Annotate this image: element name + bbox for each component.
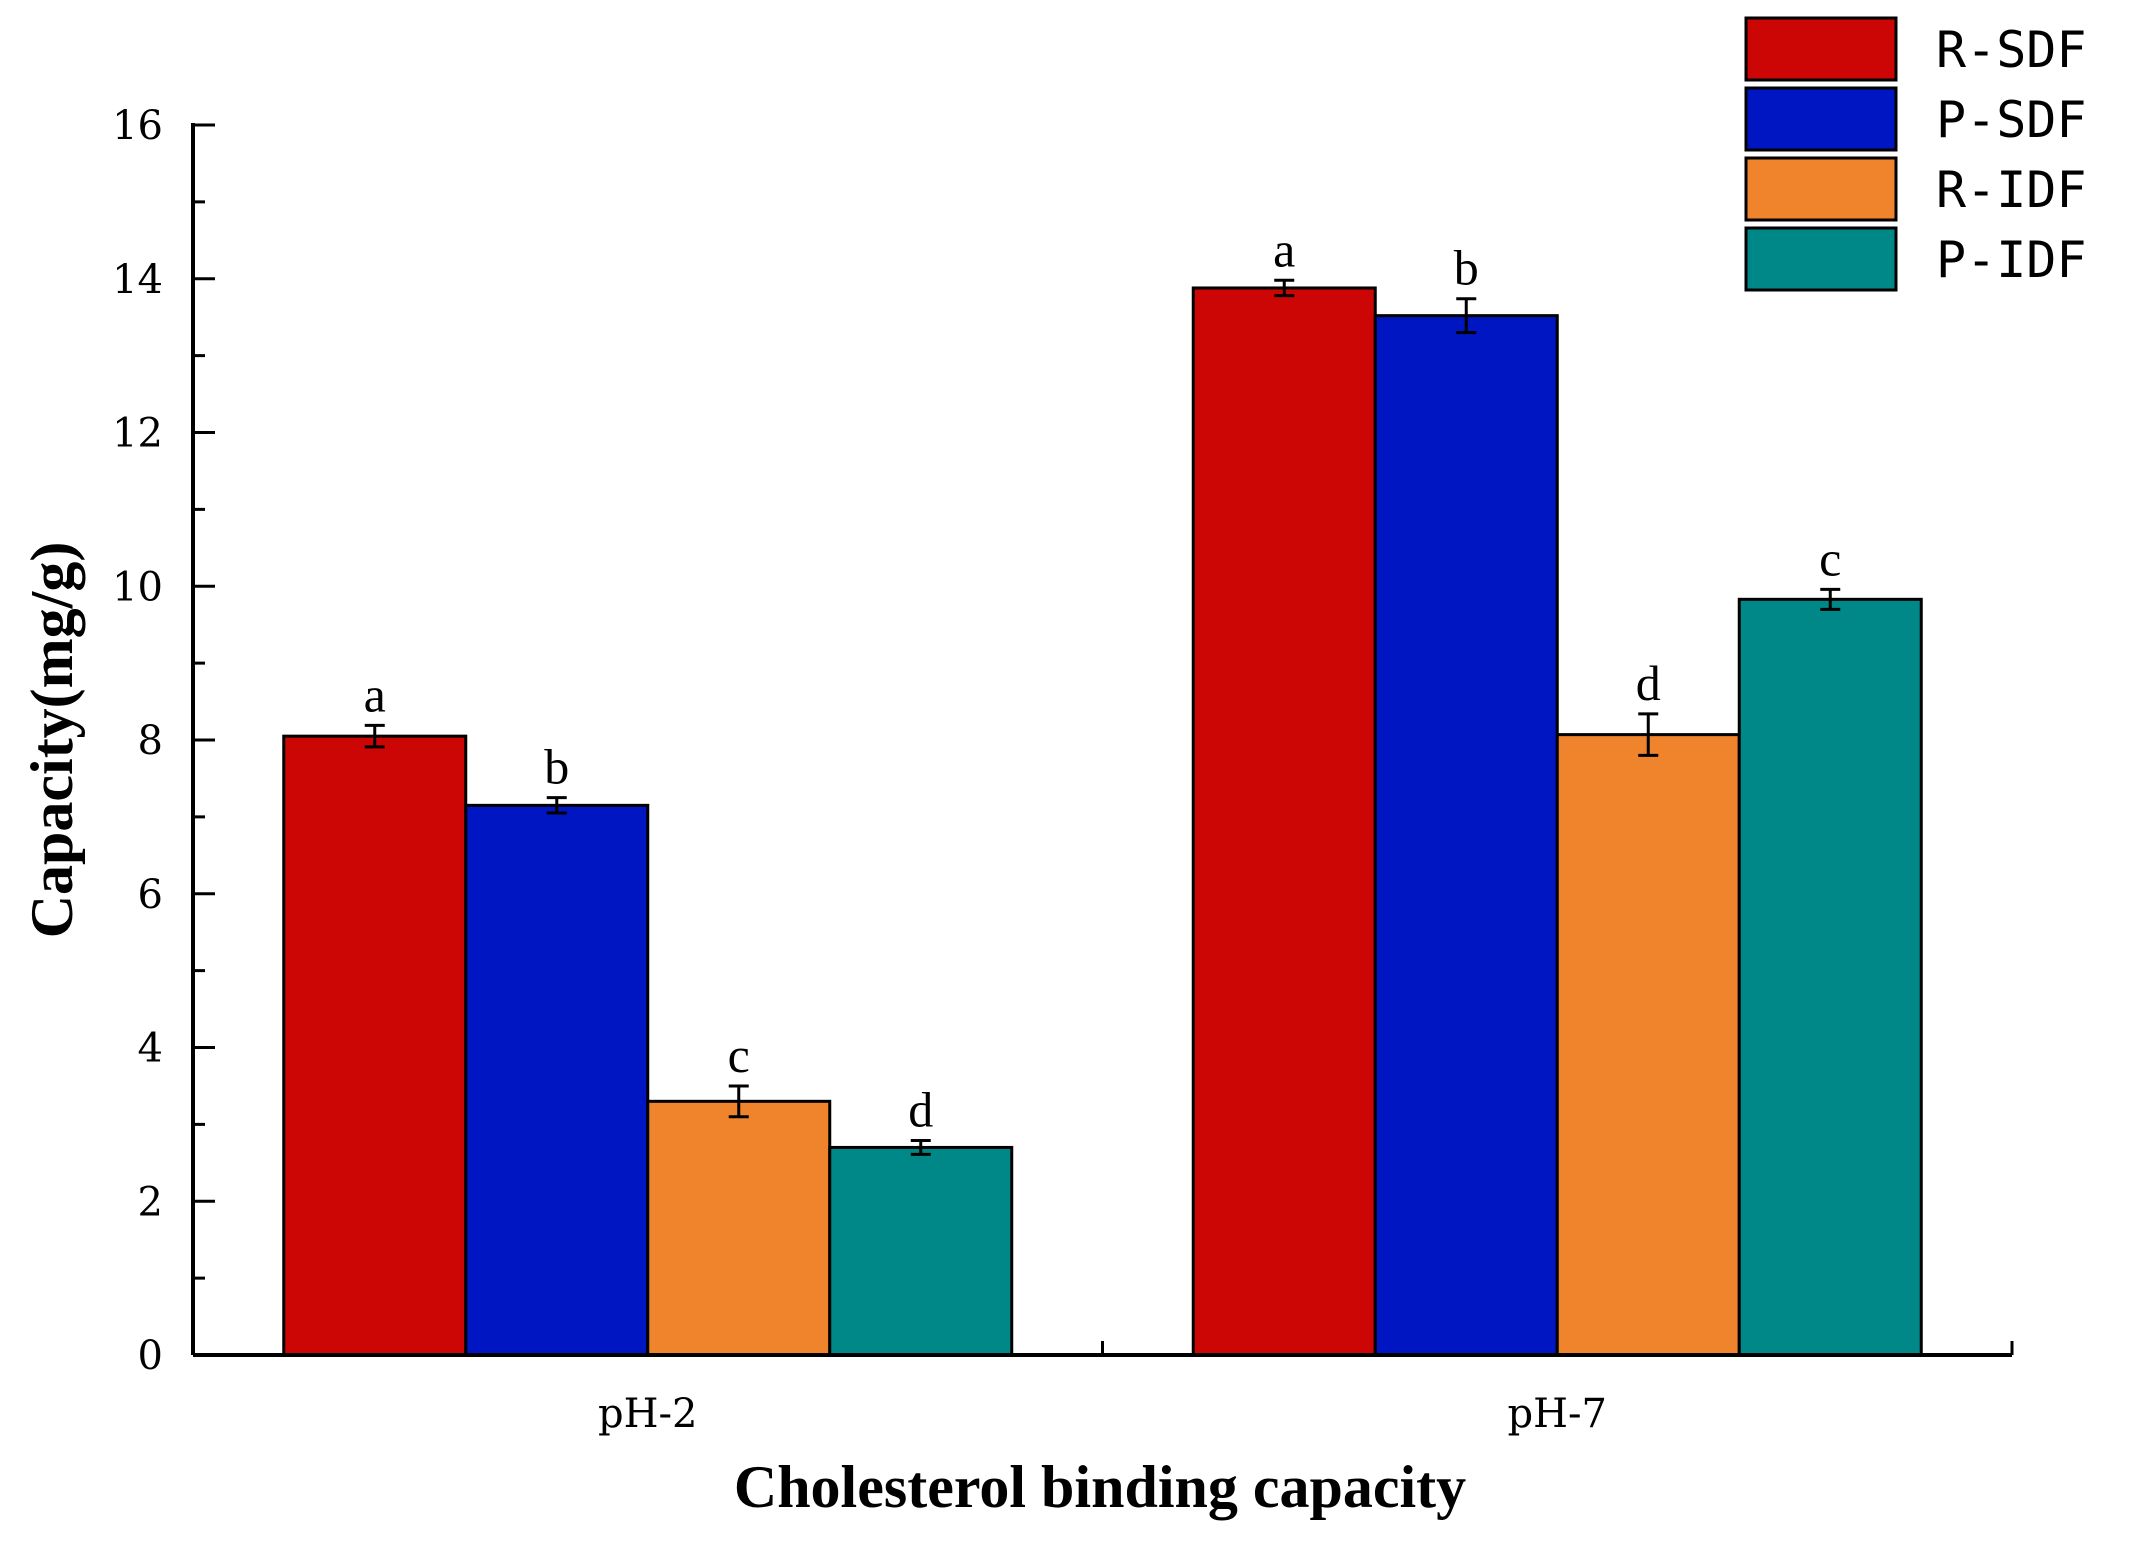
legend-label-P-SDF: P-SDF <box>1936 91 2087 149</box>
bar-R-IDF-pH-2 <box>646 1099 832 1357</box>
y-tick-label: 10 <box>112 564 163 610</box>
significance-label-R-IDF-pH-7: d <box>1636 655 1661 711</box>
x-tick-label: pH-7 <box>1508 1391 1607 1437</box>
legend-label-P-IDF: P-IDF <box>1936 231 2087 289</box>
significance-label-R-IDF-pH-2: c <box>728 1027 750 1083</box>
y-tick-label: 6 <box>138 872 163 918</box>
y-axis-title: Capacity(mg/g) <box>19 542 85 939</box>
y-tick-label: 0 <box>138 1333 163 1379</box>
y-tick-label: 8 <box>138 718 163 764</box>
y-tick-label: 16 <box>112 103 163 149</box>
bar-P-SDF-pH-2 <box>464 803 650 1357</box>
y-tick-label: 14 <box>112 257 163 303</box>
y-tick-label: 12 <box>112 411 163 457</box>
bar-R-IDF-pH-7 <box>1555 733 1741 1357</box>
legend-label-R-SDF: R-SDF <box>1936 21 2087 79</box>
x-tick-label: pH-2 <box>598 1391 697 1437</box>
bar-P-SDF-pH-7 <box>1373 314 1559 1357</box>
x-axis-title: Cholesterol binding capacity <box>734 1454 1466 1520</box>
significance-label-P-IDF-pH-2: d <box>908 1082 933 1138</box>
y-tick-label: 2 <box>138 1179 163 1225</box>
legend-swatch-R-IDF <box>1744 156 1898 222</box>
legend: R-SDF P-SDF R-IDF P-IDF <box>1744 16 2087 292</box>
bar-R-SDF-pH-7 <box>1191 286 1377 1357</box>
legend-swatch-P-SDF <box>1744 86 1898 152</box>
bar-R-SDF-pH-2 <box>282 734 468 1357</box>
significance-label-P-IDF-pH-7: c <box>1819 530 1841 586</box>
bar-P-IDF-pH-7 <box>1737 597 1923 1357</box>
plot-area: a b c d pH-2 a b d c pH-7 0 2 4 6 8 10 12 14 16 <box>112 103 2014 1437</box>
legend-label-R-IDF: R-IDF <box>1936 161 2087 219</box>
bar-P-IDF-pH-2 <box>828 1145 1014 1357</box>
significance-label-R-SDF-pH-7: a <box>1273 221 1295 277</box>
y-tick-label: 4 <box>138 1026 163 1072</box>
legend-swatch-P-IDF <box>1744 226 1898 292</box>
significance-label-P-SDF-pH-2: b <box>544 739 569 795</box>
legend-swatch-R-SDF <box>1744 16 1898 82</box>
significance-label-R-SDF-pH-2: a <box>364 666 386 722</box>
significance-label-P-SDF-pH-7: b <box>1454 240 1479 296</box>
